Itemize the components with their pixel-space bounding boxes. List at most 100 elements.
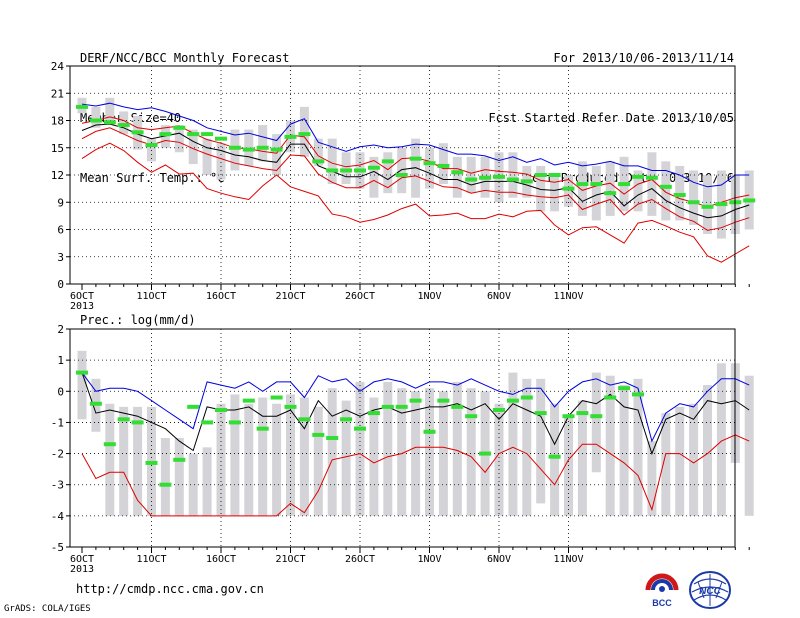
observation-marker — [340, 168, 353, 173]
spread-box — [633, 170, 643, 212]
observation-marker — [228, 420, 241, 425]
observation-marker — [743, 198, 756, 203]
observation-marker — [381, 404, 394, 409]
x-tick-label: 11OCT — [136, 554, 166, 565]
spread-box — [522, 378, 532, 516]
observation-marker — [312, 432, 325, 437]
observation-marker — [145, 460, 158, 465]
spread-box — [313, 138, 323, 166]
bcc-logo-icon: BCC — [645, 573, 679, 608]
observation-marker — [312, 159, 325, 164]
observation-marker — [103, 442, 116, 447]
spread-box — [383, 152, 393, 194]
observation-marker — [520, 395, 533, 400]
observation-marker — [354, 168, 366, 173]
spread-box — [105, 403, 115, 516]
temperature-panel: 0 3 6 9 12 15 18 21 24 6OCT 11OCT 16OCT 21OCT 26OCT 1N… — [51, 60, 756, 312]
observation-marker — [506, 398, 519, 403]
y-tick-label: 0 — [57, 385, 64, 398]
spread-box — [369, 156, 379, 198]
spread-box — [661, 413, 671, 516]
observation-marker — [228, 145, 241, 150]
x-tick-label: 6NOV — [487, 291, 511, 302]
observation-marker — [451, 404, 464, 409]
y-tick-label: 15 — [51, 142, 64, 155]
observation-marker — [409, 156, 422, 161]
observation-marker — [493, 407, 505, 412]
observation-marker — [340, 417, 353, 422]
x-tick-label: 6OCT — [70, 291, 94, 302]
observation-marker — [242, 398, 255, 403]
spread-box — [452, 156, 462, 198]
y-tick-label: 18 — [51, 115, 64, 128]
spread-box — [564, 416, 573, 516]
panel-title: Prec.: log(mm/d) — [80, 313, 196, 327]
observation-marker — [604, 191, 617, 196]
observation-marker — [270, 147, 283, 152]
spread-box — [119, 111, 129, 135]
forecast-period: For 2013/10/06-2013/11/14 — [553, 51, 734, 65]
observation-marker — [76, 370, 88, 375]
x-year-label: 2013 — [70, 564, 94, 575]
observation-marker — [187, 132, 200, 137]
spread-box — [244, 403, 254, 516]
observation-marker — [562, 186, 575, 191]
observation-marker — [187, 404, 200, 409]
series-line-ensemble_mean — [81, 372, 750, 456]
spread-box — [703, 175, 712, 235]
spread-box — [216, 143, 226, 180]
spread-box — [355, 381, 365, 516]
observation-marker — [687, 200, 700, 205]
observation-marker — [173, 125, 186, 130]
spread-box — [91, 106, 101, 128]
observation-marker — [437, 398, 450, 403]
spread-box — [425, 147, 434, 189]
plot-frame — [69, 328, 736, 548]
observation-marker — [618, 182, 631, 187]
spread-box — [313, 406, 323, 516]
observation-marker — [423, 429, 436, 434]
grads-credit: GrADS: COLA/IGES — [4, 604, 91, 614]
spread-box — [689, 403, 699, 516]
x-tick-label: 11NOV — [553, 554, 583, 565]
y-tick-label: 21 — [51, 87, 64, 100]
spread-box — [605, 161, 615, 216]
spread-box — [508, 372, 518, 516]
observation-marker — [395, 404, 408, 409]
observation-marker — [520, 179, 533, 184]
source-url[interactable]: http://cmdp.ncc.cma.gov.cn — [76, 582, 264, 596]
spread-box — [174, 125, 184, 153]
spread-box — [647, 441, 657, 516]
series-line-mean_minus — [81, 127, 750, 231]
observation-marker — [173, 457, 186, 462]
observation-marker — [604, 395, 617, 400]
observation-marker — [465, 177, 478, 182]
spread-box — [299, 397, 309, 516]
observation-marker — [242, 147, 255, 152]
observation-marker — [284, 404, 297, 409]
x-tick-label: 1NOV — [417, 291, 441, 302]
observation-marker — [145, 143, 158, 148]
observation-marker — [632, 174, 644, 179]
observation-marker — [576, 411, 589, 416]
y-tick-label: -1 — [51, 416, 64, 429]
spread-box — [550, 175, 560, 212]
spread-box — [550, 403, 560, 516]
spread-box — [619, 385, 629, 516]
ncc-logo-text: NCC — [699, 586, 721, 597]
observation-marker — [215, 407, 227, 412]
spread-box — [286, 394, 295, 516]
observation-marker — [506, 177, 519, 182]
observation-marker — [159, 482, 172, 487]
observation-marker — [367, 411, 380, 416]
y-tick-label: 3 — [57, 251, 64, 264]
spread-box — [258, 397, 268, 516]
spread-box — [160, 438, 170, 516]
spread-box — [536, 165, 546, 212]
observation-marker — [590, 414, 603, 419]
observation-marker — [76, 104, 88, 109]
spread-box — [397, 147, 407, 194]
observation-marker — [618, 386, 631, 391]
